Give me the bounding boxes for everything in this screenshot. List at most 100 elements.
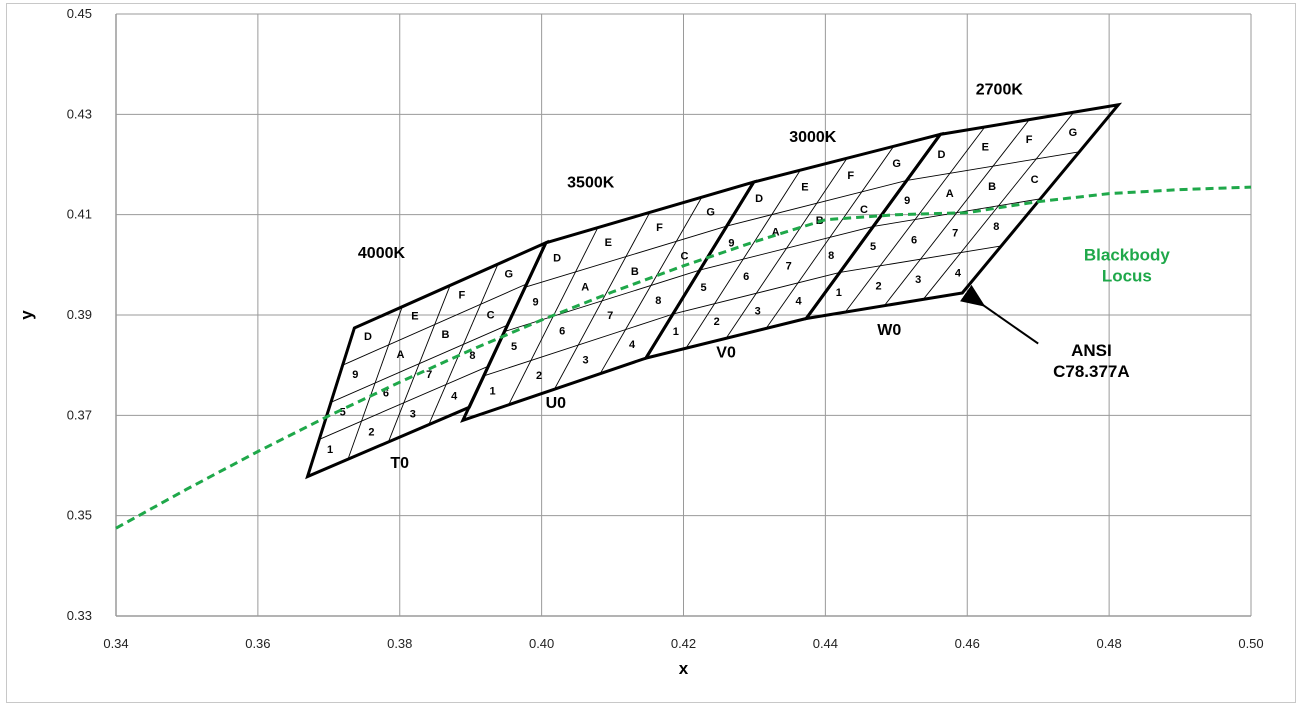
bin-code-label: 5 [511, 341, 517, 353]
bin-code-label: 7 [786, 260, 792, 272]
bin-code-label: 7 [607, 310, 613, 322]
x-tick-label: 0.42 [671, 636, 696, 651]
y-axis-title: y [17, 310, 36, 320]
bin-divider [699, 226, 874, 271]
y-tick-label: 0.39 [67, 307, 92, 322]
ansi-label: C78.377A [1053, 362, 1130, 381]
bin-code-label: F [656, 222, 663, 234]
bin-divider [330, 324, 508, 403]
bin-code-label: 9 [728, 238, 734, 250]
y-tick-labels: 0.33 0.35 0.37 0.39 0.41 0.43 0.45 [67, 6, 92, 623]
bin-code-label: 8 [655, 295, 661, 307]
bin-code-label: F [1026, 134, 1033, 146]
y-tick-label: 0.35 [67, 508, 92, 523]
y-tick-label: 0.37 [67, 407, 92, 422]
bin-code-label: 3 [410, 408, 416, 420]
y-tick-label: 0.41 [67, 207, 92, 222]
x-tick-label: 0.46 [955, 636, 980, 651]
x-tick-label: 0.48 [1096, 636, 1121, 651]
cct-label: 3000K [789, 129, 837, 146]
gridlines [115, 13, 1252, 617]
x-tick-label: 0.44 [813, 636, 838, 651]
y-tick-label: 0.33 [67, 608, 92, 623]
x-tick-label: 0.36 [245, 636, 270, 651]
bin-code-label: 1 [327, 444, 333, 456]
bin-code-label: G [892, 158, 901, 170]
bin-code-label: E [801, 182, 808, 194]
bin-code-label: E [982, 142, 989, 154]
bin-code-label: D [364, 331, 372, 343]
bin-code-label: F [847, 170, 854, 182]
bin-code-label: E [605, 237, 612, 249]
bin-code-label: 8 [993, 221, 999, 233]
bin-code-label: 2 [714, 316, 720, 328]
zone-label: W0 [877, 322, 901, 339]
bin-code-label: 9 [533, 297, 539, 309]
bin-code-label: C [1031, 174, 1039, 186]
bin-code-label: A [772, 226, 780, 238]
bin-code-label: A [946, 188, 954, 200]
bin-code-label: 2 [536, 370, 542, 382]
bin-code-label: 4 [629, 339, 636, 351]
bin-divider [319, 365, 489, 440]
bin-code-label: 5 [340, 406, 346, 418]
bin-code-label: 4 [451, 391, 458, 403]
x-tick-label: 0.50 [1238, 636, 1263, 651]
bin-code-label: G [505, 269, 514, 281]
bin-grid: D E F G 9 A B C 5 6 7 8 1 2 3 4 D E F G 9 A B C 5 6 7 8 1 2 3 4 D E F G 9 A B C… [305, 102, 1123, 480]
annotations: 4000K 3500K 3000K 2700K T0 U0 V0 W0 Blackbody Loc… [358, 81, 1170, 472]
bin-code-label: B [631, 266, 639, 278]
bin-code-label: C [681, 251, 689, 263]
bin-code-label: 7 [952, 228, 958, 240]
bin-code-label: 2 [368, 426, 374, 438]
bin-code-label: 4 [955, 268, 962, 280]
bin-code-label: 8 [469, 350, 475, 362]
bin-code-label: F [459, 290, 466, 302]
cct-label: 4000K [358, 245, 406, 262]
bin-code-label: 6 [559, 326, 565, 338]
bin-code-label: 6 [911, 234, 917, 246]
bin-divider [839, 245, 1002, 273]
bin-code-label: G [1069, 127, 1078, 139]
chart-frame [6, 3, 1296, 703]
bin-code-label: D [937, 149, 945, 161]
bin-code-label: 7 [426, 369, 432, 381]
bin-code-label: 3 [583, 354, 589, 366]
blackbody-locus-label: Locus [1102, 266, 1152, 285]
ansi-label: ANSI [1071, 341, 1112, 360]
bin-code-label: A [581, 281, 589, 293]
bin-code-label: B [442, 329, 450, 341]
bin-code-label: 3 [755, 306, 761, 318]
bin-divider [922, 111, 1075, 300]
bin-divider [599, 197, 703, 374]
bin-code-label: 9 [904, 195, 910, 207]
bin-code-label: 1 [836, 287, 842, 299]
zone-label: T0 [390, 455, 409, 472]
bin-code-label: E [411, 310, 418, 322]
bin-code-label: 9 [352, 369, 358, 381]
bin-code-label: D [553, 252, 561, 264]
y-tick-label: 0.43 [67, 106, 92, 121]
bin-divider [873, 198, 1041, 227]
bin-code-label: 8 [828, 250, 834, 262]
bin-divider [483, 313, 673, 377]
bin-code-label: C [487, 309, 495, 321]
x-tick-label: 0.38 [387, 636, 412, 651]
blackbody-locus-line [115, 185, 1252, 530]
bin-code-label: 3 [915, 274, 921, 286]
blackbody-locus [115, 185, 1252, 530]
bin-divider [428, 263, 499, 425]
x-tick-label: 0.34 [103, 636, 128, 651]
bin-code-label: 5 [870, 241, 876, 253]
zone-label: U0 [546, 395, 567, 412]
bin-code-label: D [755, 193, 763, 205]
zone-label: V0 [716, 345, 736, 362]
bin-code-label: 6 [743, 271, 749, 283]
cct-label: 2700K [976, 81, 1024, 98]
bin-code-label: 1 [673, 326, 679, 338]
bin-code-label: A [396, 349, 404, 361]
x-tick-label: 0.40 [529, 636, 554, 651]
bin-code-label: B [988, 181, 996, 193]
x-tick-labels: 0.34 0.36 0.38 0.40 0.42 0.44 0.46 0.48 0.50 [103, 636, 1263, 651]
